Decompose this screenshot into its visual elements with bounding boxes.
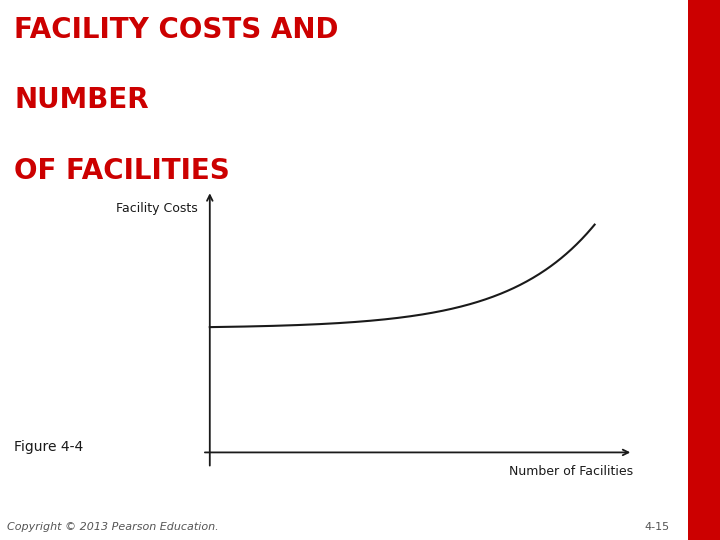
Text: NUMBER: NUMBER (14, 86, 149, 114)
Text: Figure 4-4: Figure 4-4 (14, 440, 84, 454)
Text: Copyright © 2013 Pearson Education.: Copyright © 2013 Pearson Education. (7, 522, 219, 532)
Text: FACILITY COSTS AND: FACILITY COSTS AND (14, 16, 339, 44)
Text: 4-15: 4-15 (644, 522, 670, 532)
Text: OF FACILITIES: OF FACILITIES (14, 157, 230, 185)
Text: Number of Facilities: Number of Facilities (509, 465, 633, 478)
Text: Facility Costs: Facility Costs (117, 202, 198, 215)
